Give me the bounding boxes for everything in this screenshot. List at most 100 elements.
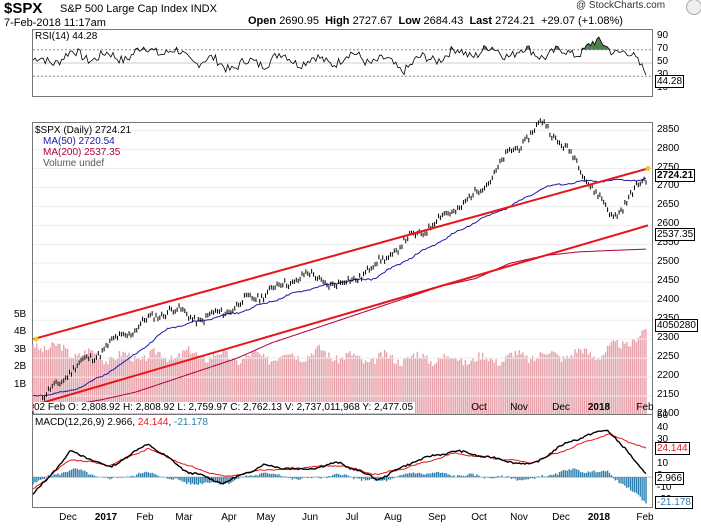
volume-bar — [380, 351, 382, 415]
volume-bar — [485, 357, 488, 415]
macd-histogram-bar — [120, 477, 123, 478]
macd-histogram-bar — [593, 470, 595, 478]
macd-histogram-bar — [328, 475, 330, 478]
macd-histogram-bar — [553, 474, 555, 478]
price-x-axis-label: Dec — [552, 402, 570, 413]
volume-bar — [445, 356, 447, 415]
volume-bar — [516, 355, 518, 415]
macd-histogram-bar — [516, 477, 518, 481]
volume-bar — [443, 354, 445, 415]
macd-histogram-bar — [385, 477, 388, 482]
macd-histogram-bar — [278, 474, 280, 478]
volume-bar — [391, 354, 394, 415]
volume-bar — [551, 351, 553, 415]
macd-histogram-bar — [428, 473, 430, 478]
volume-bar — [186, 349, 188, 415]
macd-histogram-bar — [495, 477, 497, 478]
macd-histogram-bar — [93, 475, 96, 478]
volume-bar — [328, 352, 330, 415]
rsi-legend: RSI(14) 44.28 — [35, 31, 98, 42]
volume-bar — [297, 355, 299, 415]
volume-bar — [439, 358, 442, 415]
volume-bar — [241, 358, 244, 415]
volume-bar — [408, 358, 411, 415]
volume-bar — [556, 354, 559, 415]
macd-plot — [32, 429, 652, 504]
macd-histogram-bar — [512, 477, 515, 479]
volume-bar — [603, 354, 605, 415]
macd-histogram-bar — [66, 471, 69, 478]
macd-histogram-bar — [139, 473, 142, 478]
macd-histogram-bar — [579, 472, 582, 478]
volume-bar — [84, 350, 86, 415]
volume-axis-tick: 3B — [14, 343, 27, 355]
macd-histogram-bar — [591, 471, 593, 478]
macd-histogram-bar — [107, 477, 109, 479]
macd-histogram-bar — [597, 472, 599, 478]
volume-bar — [472, 357, 474, 415]
macd-histogram-bar — [64, 472, 67, 478]
volume-bar — [428, 363, 430, 415]
volume-bar — [166, 362, 169, 415]
macd-histogram-bar — [524, 477, 526, 480]
price-axis-tick: 2150 — [657, 389, 680, 401]
macd-histogram-bar — [178, 477, 180, 481]
macd-histogram-bar — [416, 473, 419, 478]
volume-bar — [32, 344, 34, 415]
volume-bar — [370, 359, 372, 415]
volume-bar — [191, 353, 194, 415]
volume-bar — [579, 349, 582, 415]
macd-histogram-bar — [34, 477, 36, 483]
volume-bar — [310, 353, 313, 415]
volume-bar — [276, 360, 278, 415]
macd-histogram-bar — [276, 474, 278, 478]
macd-histogram-bar — [251, 475, 253, 478]
volume-bar — [531, 355, 534, 415]
macd-histogram-bar — [36, 477, 38, 483]
macd-histogram-bar — [572, 468, 574, 478]
volume-bar — [401, 365, 403, 415]
volume-bar — [468, 363, 470, 415]
macd-histogram-bar — [601, 470, 603, 478]
volume-bar — [45, 350, 48, 415]
macd-histogram-bar — [111, 477, 113, 479]
macd-histogram-bar — [568, 469, 570, 478]
volume-bar — [161, 357, 163, 415]
volume-bar — [385, 352, 388, 415]
settings-gear-icon[interactable] — [686, 0, 701, 15]
macd-histogram-bar — [355, 477, 357, 478]
macd-histogram-bar — [153, 473, 155, 478]
macd-histogram-bar — [61, 473, 63, 478]
volume-bar — [505, 356, 507, 415]
volume-bar — [558, 356, 561, 415]
volume-bar — [255, 350, 257, 415]
macd-histogram-bar — [556, 474, 559, 478]
macd-histogram-bar — [268, 473, 271, 478]
volume-axis-tick: 5B — [14, 309, 27, 320]
volume-bar — [197, 355, 199, 415]
volume-bar — [451, 358, 453, 415]
price-axis-tick: 2500 — [657, 256, 680, 268]
x-axis-label: Oct — [471, 512, 487, 523]
volume-bar — [393, 363, 395, 415]
x-axis-label: Mar — [175, 512, 193, 523]
volume-bar — [382, 357, 384, 415]
macd-histogram-bar — [174, 477, 176, 479]
macd-histogram-bar — [187, 477, 190, 483]
volume-bar — [266, 356, 269, 415]
macd-histogram-bar — [103, 477, 105, 478]
volume-bar — [608, 345, 611, 415]
macd-histogram-bar — [541, 475, 543, 478]
macd-histogram-bar — [295, 477, 297, 479]
volume-bar — [113, 358, 115, 415]
volume-bar — [180, 356, 182, 415]
macd-histogram-bar — [628, 477, 630, 488]
volume-bar — [172, 359, 174, 415]
volume-bar — [128, 352, 130, 415]
macd-histogram-bar — [612, 477, 615, 479]
macd-histogram-bar — [526, 477, 528, 480]
macd-histogram-bar — [639, 477, 641, 497]
price-x-axis-label: 2018 — [587, 402, 611, 413]
macd-histogram-bar — [130, 475, 132, 478]
macd-histogram-bar — [237, 477, 240, 479]
